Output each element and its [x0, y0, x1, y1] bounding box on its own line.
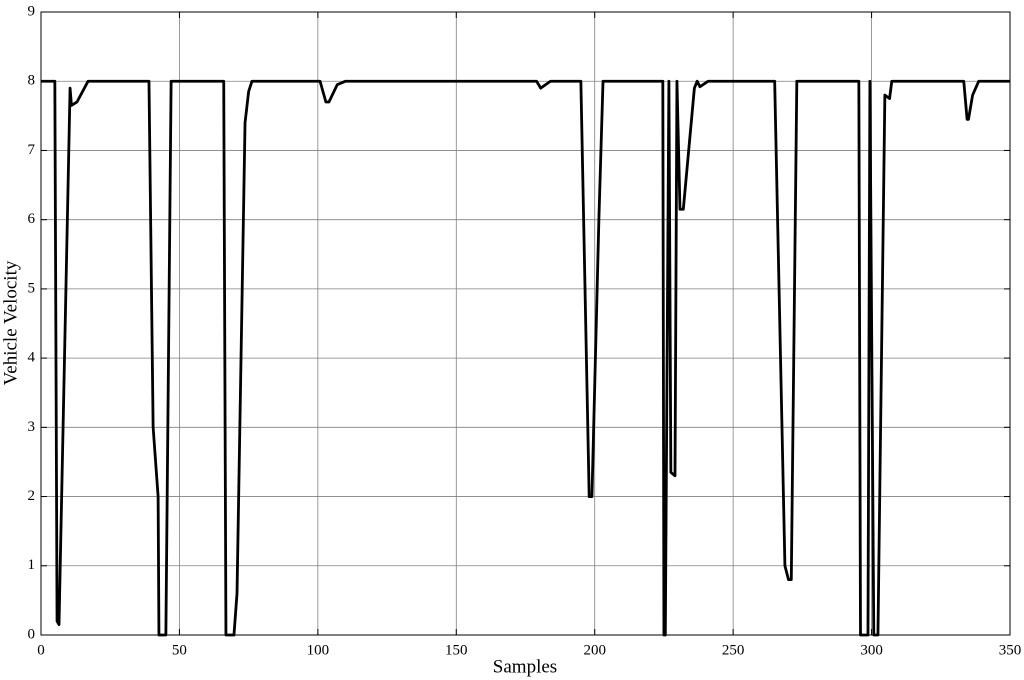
x-tick-label: 100 — [307, 642, 330, 658]
y-tick-label: 4 — [28, 350, 36, 366]
x-tick-label: 350 — [999, 642, 1022, 658]
x-tick-label: 0 — [37, 642, 45, 658]
y-tick-label: 1 — [28, 557, 36, 573]
x-tick-label: 250 — [722, 642, 745, 658]
data-line — [41, 79, 1010, 637]
x-tick-label: 200 — [583, 642, 606, 658]
x-axis-label: Samples — [493, 656, 557, 677]
plot-frame — [40, 11, 1011, 636]
x-tick-label: 150 — [445, 642, 468, 658]
y-tick-label: 3 — [28, 419, 36, 435]
y-tick-label: 9 — [28, 3, 36, 19]
y-tick-label: 6 — [28, 211, 36, 227]
y-tick-label: 5 — [28, 280, 36, 296]
y-tick-label: 2 — [28, 488, 36, 504]
y-tick-label: 0 — [28, 626, 36, 642]
y-axis-label: Vehicle Velocity — [0, 260, 21, 385]
y-tick-label: 8 — [28, 73, 36, 89]
y-tick-label: 7 — [28, 142, 36, 158]
x-tick-label: 300 — [860, 642, 883, 658]
x-tick-label: 50 — [172, 642, 187, 658]
